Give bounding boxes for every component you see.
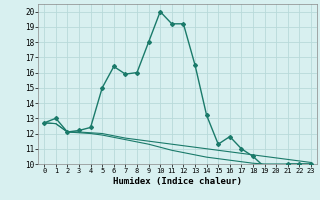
X-axis label: Humidex (Indice chaleur): Humidex (Indice chaleur) xyxy=(113,177,242,186)
